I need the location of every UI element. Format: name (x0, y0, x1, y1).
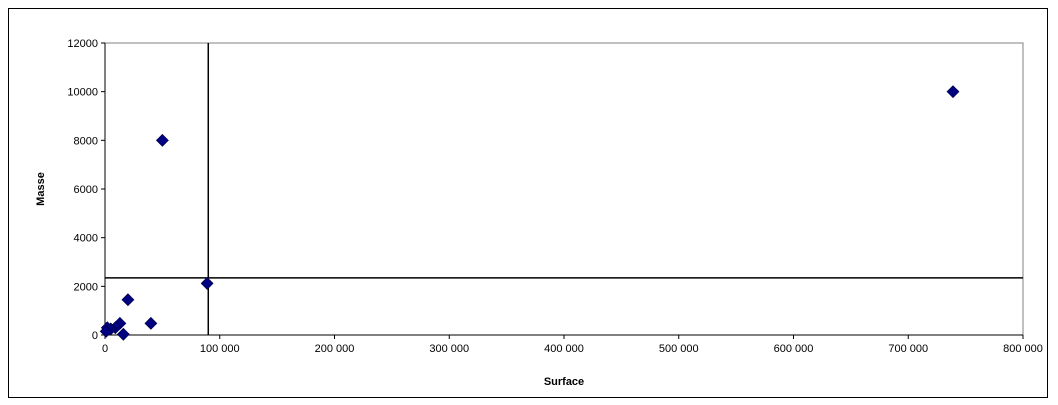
data-point (144, 316, 158, 330)
plot-area (104, 42, 1024, 336)
axes: 0 100 000 200 000 300 000 400 000 500 000 600 … (67, 38, 1042, 355)
x-axis-title: Surface (544, 376, 584, 388)
x-tick-label: 600 000 (774, 343, 814, 355)
data-point (200, 276, 214, 290)
y-tick-label: 2000 (74, 281, 98, 293)
x-tick-label: 100 000 (200, 343, 240, 355)
y-tick-label: 10000 (67, 87, 98, 99)
y-tick-label: 8000 (74, 135, 98, 147)
x-tick-label: 300 000 (429, 343, 469, 355)
x-tick-label: 200 000 (315, 343, 355, 355)
y-tick-label: 6000 (74, 184, 98, 196)
y-tick-label: 0 (92, 330, 98, 342)
data-point (116, 327, 130, 341)
y-tick-label: 12000 (67, 38, 98, 50)
x-tick-label: 700 000 (888, 343, 928, 355)
data-points (99, 85, 960, 341)
data-point (155, 133, 169, 147)
x-tick-label: 500 000 (659, 343, 699, 355)
x-tick-label: 800 000 (1003, 343, 1043, 355)
data-point (121, 293, 135, 307)
data-point (946, 85, 960, 99)
x-tick-label: 0 (102, 343, 108, 355)
x-tick-label: 400 000 (544, 343, 584, 355)
y-tick-label: 4000 (74, 233, 98, 245)
y-axis-title: Masse (35, 172, 47, 206)
data-point (99, 324, 113, 338)
